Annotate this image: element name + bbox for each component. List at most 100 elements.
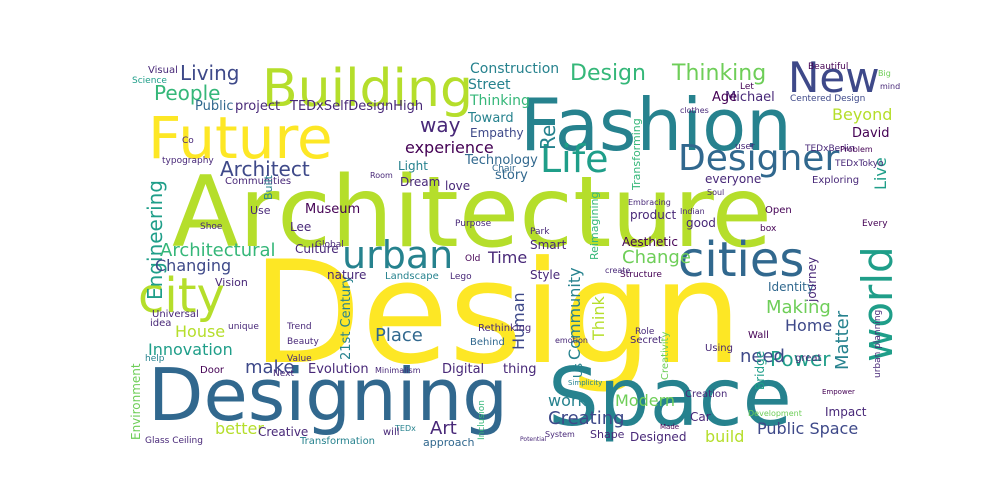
word: Next	[273, 369, 294, 379]
word: will	[383, 427, 400, 438]
word: world	[853, 246, 902, 362]
word: Built	[262, 174, 275, 200]
word: Glass Ceiling	[145, 436, 203, 446]
word: Public Space	[757, 419, 858, 438]
word: New	[788, 53, 880, 102]
word: Centered Design	[790, 94, 865, 104]
word: Change	[622, 247, 691, 268]
word: Engineering	[143, 180, 167, 300]
word: Space	[548, 351, 792, 444]
word: Problem	[840, 145, 873, 154]
word: idea	[150, 318, 171, 329]
word: need	[740, 346, 785, 367]
word: Beauty	[287, 337, 319, 347]
word: Creating	[548, 408, 625, 429]
word: Light	[398, 159, 428, 173]
word: Old	[465, 254, 480, 264]
word: Vision	[215, 276, 248, 289]
word: Chair	[492, 164, 516, 174]
word: Room	[370, 171, 393, 180]
word: good	[686, 216, 716, 230]
word: Transformation	[299, 436, 375, 447]
word: create	[605, 266, 630, 275]
word: Think	[589, 296, 608, 342]
word: Minimalism	[375, 366, 421, 375]
word: mind	[880, 82, 900, 91]
word: Aesthetic	[622, 235, 678, 249]
word: Lee	[290, 220, 311, 234]
word: Fashion	[520, 83, 792, 167]
word: Shoe	[200, 222, 223, 232]
word: Power	[770, 347, 831, 371]
word: Art	[430, 418, 457, 439]
word: Future	[148, 104, 333, 172]
word: Car	[690, 410, 711, 424]
word: Design	[570, 61, 646, 86]
word: Style	[530, 268, 560, 282]
word: Value	[287, 354, 312, 364]
word: Let	[740, 82, 754, 92]
word: urban	[342, 233, 453, 277]
word: Reimagining	[588, 192, 601, 260]
word: TEDxBerlin	[804, 144, 855, 154]
word: Universal	[152, 309, 199, 320]
word: Trend	[286, 322, 312, 332]
word: Indian	[680, 207, 705, 216]
word: Building	[262, 59, 473, 119]
word: Secret	[630, 335, 662, 346]
word: Behind	[470, 337, 505, 348]
word: Use	[250, 204, 271, 217]
word: Age	[712, 90, 737, 105]
word: Shape	[590, 428, 625, 441]
word: Dream	[400, 175, 440, 189]
word: Communities	[225, 176, 291, 187]
word: Toward	[467, 111, 514, 126]
word: Visual	[148, 65, 178, 76]
word: Michael	[725, 90, 775, 105]
word: Potential	[520, 436, 547, 443]
word: Empower	[822, 388, 855, 396]
word: Smart	[530, 238, 567, 252]
word: Innovation	[148, 340, 233, 359]
word: Architect	[220, 157, 310, 181]
word: Community	[565, 267, 584, 360]
word: Every	[862, 219, 888, 229]
word: experience	[405, 138, 494, 157]
word: Creation	[685, 389, 727, 400]
word: Beyond	[832, 105, 892, 124]
word: TEDxSelfDesignHigh	[289, 99, 423, 114]
word: Designer	[678, 138, 839, 179]
word: Open	[765, 205, 792, 216]
word: Culture	[295, 242, 339, 256]
word: Empathy	[470, 126, 524, 140]
word: Development	[748, 409, 802, 418]
word: Impact	[825, 405, 867, 419]
word: Role	[635, 327, 655, 337]
word: help	[145, 354, 165, 364]
word: Simplicity	[568, 379, 602, 387]
word: Big	[878, 69, 891, 78]
word: System	[545, 430, 575, 439]
word: Modern	[615, 391, 675, 410]
word: nature	[327, 268, 366, 282]
word: Bridge	[753, 351, 767, 390]
word: Us	[571, 363, 585, 378]
word: House	[175, 322, 225, 341]
word: Human	[509, 292, 528, 350]
word: Digital	[442, 362, 484, 377]
word: TEDxTokyo	[834, 159, 884, 169]
word: story	[495, 168, 528, 183]
word: TEDx	[394, 424, 416, 433]
word: product	[630, 208, 676, 222]
word: Living	[180, 61, 239, 85]
word: Global	[315, 240, 344, 250]
word: Changing	[155, 256, 231, 275]
word: Construction	[470, 61, 559, 77]
word: work	[548, 391, 587, 410]
word: build	[705, 427, 744, 446]
word: Designed	[630, 430, 686, 444]
word: Beautiful	[808, 62, 848, 72]
word: Public	[195, 99, 233, 114]
